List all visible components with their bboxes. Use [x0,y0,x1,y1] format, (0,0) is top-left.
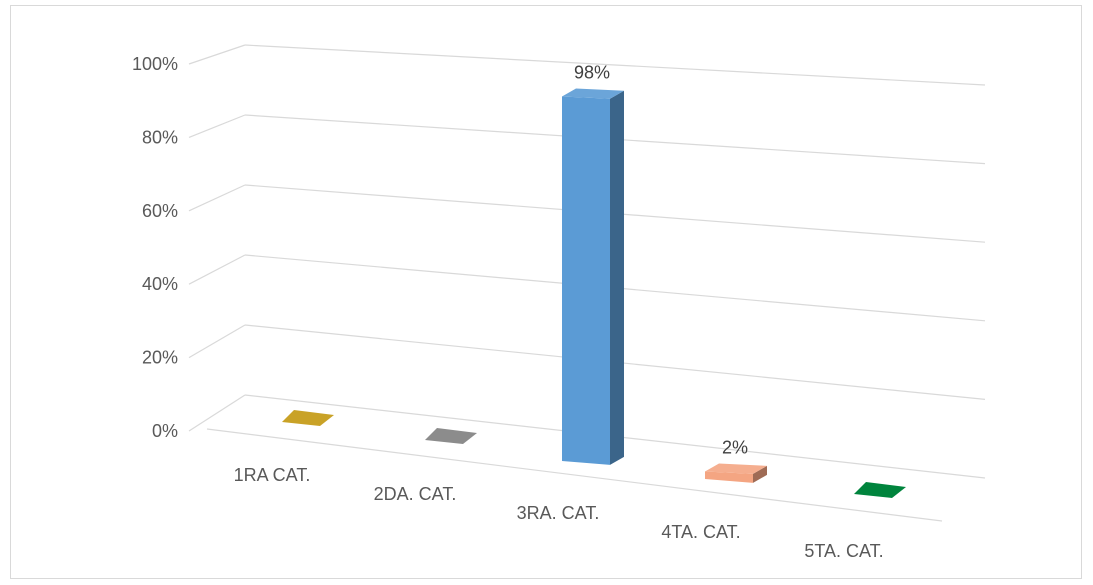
y-tick-label: 60% [142,201,178,221]
data-label: 2% [722,438,748,458]
y-tick-label: 20% [142,348,178,368]
gridline-side [188,254,246,285]
data-label: 98% [574,62,610,82]
y-tick-label: 80% [142,127,178,147]
gridline-side [188,44,246,65]
bar-side [753,465,767,483]
chart-frame [10,5,1082,579]
bar-side [610,90,624,465]
x-tick-label: 2DA. CAT. [374,484,457,504]
gridline-side [188,394,246,432]
y-tick-label: 0% [152,421,178,441]
x-tick-label: 5TA. CAT. [804,541,883,561]
x-tick-label: 4TA. CAT. [661,522,740,542]
x-tick-label: 1RA CAT. [234,465,311,485]
gridline-side [188,324,246,359]
bar [854,482,906,498]
bar [705,471,753,483]
gridline-side [188,184,246,212]
gridline [244,44,986,86]
bar-top [705,463,767,474]
gridline-side [188,114,246,138]
y-tick-label: 40% [142,274,178,294]
y-tick-label: 100% [132,54,178,74]
bar-top [562,88,624,99]
x-tick-label: 3RA. CAT. [517,503,600,523]
bar [562,96,610,465]
bar [425,428,477,444]
floor-edge [206,428,943,522]
bar [282,410,334,426]
